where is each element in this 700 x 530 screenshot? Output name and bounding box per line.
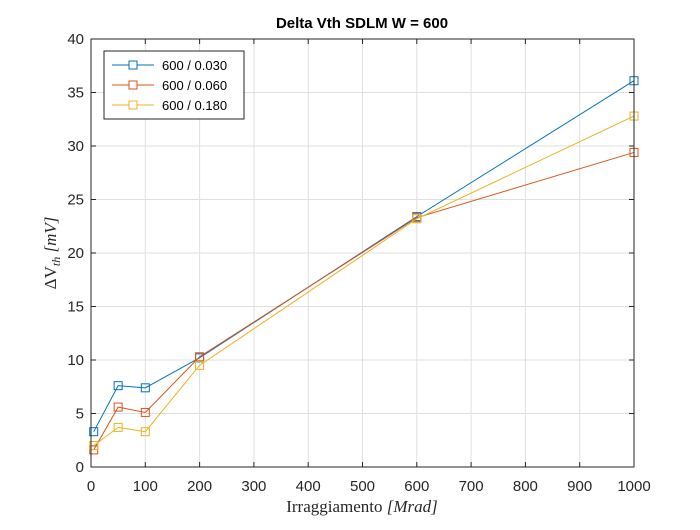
y-tick-label: 10 (67, 352, 84, 369)
x-tick-label: 700 (459, 478, 484, 495)
data-point-marker (113, 422, 123, 432)
legend: 600 / 0.030 600 / 0.060 600 / 0.180 (103, 50, 245, 120)
series-line (93, 80, 635, 432)
y-tick-label: 30 (67, 138, 84, 155)
series-line (93, 151, 635, 451)
data-point-marker (113, 381, 123, 391)
x-tick-label: 0 (87, 478, 95, 495)
series-layer (89, 76, 639, 455)
x-tick-label: 500 (350, 478, 375, 495)
x-tick-label: 200 (187, 478, 212, 495)
ticks: 0 100 200 300 400 500 600 700 800 900 1000 0 5 10 15 20… (67, 31, 650, 495)
data-point-marker (412, 214, 422, 224)
legend-label: 600 / 0.060 (162, 78, 227, 93)
data-point-marker (140, 407, 150, 417)
y-tick-label: 5 (76, 406, 84, 423)
legend-marker-sample (128, 80, 138, 90)
y-tick-label: 25 (67, 192, 84, 209)
y-tick-label: 40 (67, 31, 84, 48)
y-axis-title: ΔVth [mV] (41, 217, 63, 290)
legend-item: 600 / 0.060 (112, 78, 227, 93)
legend-item: 600 / 0.180 (112, 98, 227, 113)
y-tick-label: 20 (67, 245, 84, 262)
x-tick-label: 800 (513, 478, 538, 495)
x-tick-label: 1000 (617, 478, 650, 495)
x-tick-label: 100 (133, 478, 158, 495)
y-tick-label: 35 (67, 85, 84, 102)
data-point-marker (89, 427, 99, 437)
legend-label: 600 / 0.180 (162, 98, 227, 113)
x-tick-label: 600 (404, 478, 429, 495)
data-point-marker (89, 441, 99, 451)
data-point-marker (195, 352, 205, 362)
x-tick-label: 300 (241, 478, 266, 495)
chart-title: Delta Vth SDLM W = 600 (276, 15, 448, 32)
legend-label: 600 / 0.030 (162, 58, 227, 73)
y-tick-label: 0 (76, 459, 84, 476)
data-point-marker (195, 360, 205, 370)
legend-item: 600 / 0.030 (112, 58, 227, 73)
data-point-marker (140, 383, 150, 393)
y-tick-label: 15 (67, 299, 84, 316)
x-axis-title: Irraggiamento [Mrad] (286, 497, 438, 516)
data-point-marker (113, 402, 123, 412)
x-tick-label: 900 (567, 478, 592, 495)
legend-marker-sample (128, 60, 138, 70)
data-point-marker (140, 427, 150, 437)
legend-marker-sample (128, 100, 138, 110)
x-tick-label: 400 (296, 478, 321, 495)
